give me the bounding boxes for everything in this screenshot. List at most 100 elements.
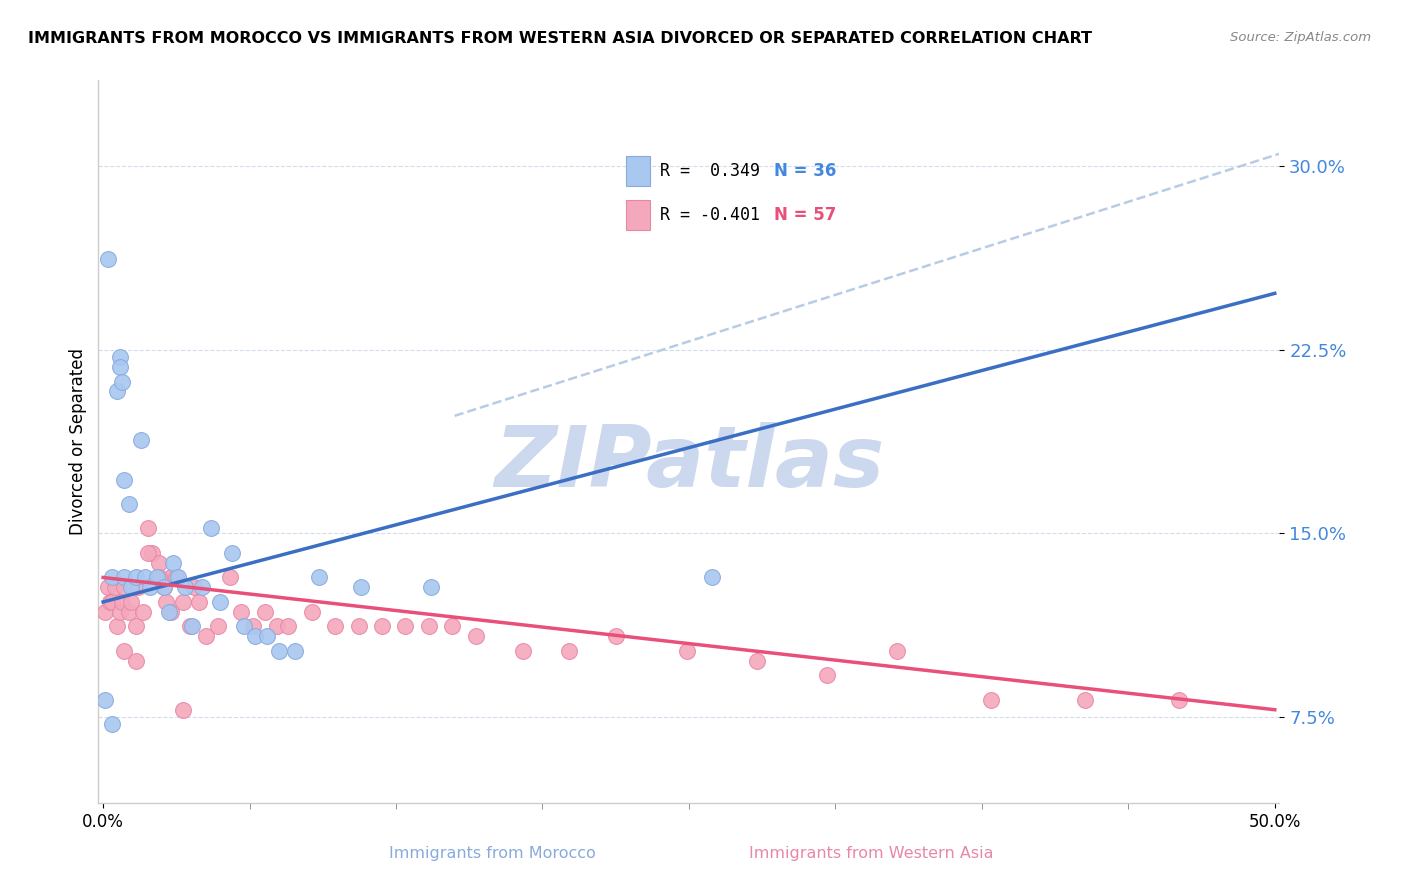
Point [129, 434, 152, 448]
Point [441, 619, 464, 633]
Point [132, 605, 155, 619]
Point [148, 556, 170, 570]
Point [118, 497, 141, 511]
Point [188, 595, 211, 609]
Point [125, 619, 148, 633]
Point [104, 580, 127, 594]
Point [108, 605, 131, 619]
Point [218, 570, 240, 584]
Point [195, 629, 218, 643]
Point [605, 629, 627, 643]
Point [209, 595, 232, 609]
Point [266, 619, 288, 633]
Text: IMMIGRANTS FROM MOROCCO VS IMMIGRANTS FROM WESTERN ASIA DIVORCED OR SEPARATED CO: IMMIGRANTS FROM MOROCCO VS IMMIGRANTS FR… [28, 31, 1092, 46]
Point [120, 595, 142, 609]
Point [675, 644, 697, 658]
Point [112, 644, 135, 658]
Text: N = 57: N = 57 [775, 206, 837, 224]
Point [464, 629, 486, 643]
Text: Source: ZipAtlas.com: Source: ZipAtlas.com [1230, 31, 1371, 45]
Point [301, 605, 323, 619]
Point [347, 619, 370, 633]
Point [172, 703, 194, 717]
Point [160, 605, 183, 619]
Point [886, 644, 908, 658]
Point [558, 644, 581, 658]
Point [136, 521, 159, 535]
Point [153, 580, 176, 594]
Point [420, 580, 443, 594]
Point [394, 619, 416, 633]
Point [745, 654, 768, 668]
Point [134, 570, 156, 584]
Point [160, 570, 183, 584]
Point [108, 350, 131, 364]
Point [183, 580, 205, 594]
Y-axis label: Divorced or Separated: Divorced or Separated [69, 348, 87, 535]
Point [101, 570, 124, 584]
Point [815, 668, 838, 682]
Point [162, 556, 184, 570]
Bar [626, 155, 651, 186]
Point [277, 619, 299, 633]
Point [155, 595, 177, 609]
Point [118, 605, 141, 619]
Point [232, 619, 254, 633]
Point [253, 605, 276, 619]
Text: Immigrants from Morocco: Immigrants from Morocco [388, 846, 596, 861]
Point [108, 359, 131, 374]
Point [702, 570, 724, 584]
Point [157, 605, 180, 619]
Point [371, 619, 394, 633]
Point [308, 570, 330, 584]
Point [112, 570, 135, 584]
Text: Immigrants from Western Asia: Immigrants from Western Asia [749, 846, 994, 861]
Point [97, 580, 120, 594]
Point [181, 619, 204, 633]
Point [418, 619, 440, 633]
Point [245, 629, 267, 643]
Point [267, 644, 290, 658]
Point [105, 384, 128, 399]
Point [146, 570, 169, 584]
Text: ZIPatlas: ZIPatlas [494, 422, 884, 505]
Point [112, 580, 135, 594]
Point [165, 570, 187, 584]
Point [105, 619, 128, 633]
Point [127, 580, 149, 594]
Point [174, 580, 197, 594]
Point [221, 546, 243, 560]
Point [231, 605, 253, 619]
Point [207, 619, 229, 633]
Point [284, 644, 307, 658]
Point [101, 595, 124, 609]
Point [190, 580, 212, 594]
Point [980, 693, 1002, 707]
Point [136, 546, 159, 560]
Text: R =  0.349: R = 0.349 [661, 161, 761, 179]
Point [1074, 693, 1097, 707]
Text: R = -0.401: R = -0.401 [661, 206, 761, 224]
Point [153, 580, 176, 594]
Point [112, 473, 135, 487]
Point [120, 580, 142, 594]
Point [242, 619, 264, 633]
Point [172, 595, 194, 609]
Point [94, 693, 117, 707]
Point [97, 252, 120, 266]
Point [167, 570, 190, 584]
Point [111, 595, 134, 609]
Point [1167, 693, 1189, 707]
Point [256, 629, 278, 643]
Point [350, 580, 373, 594]
Point [125, 570, 148, 584]
Bar [626, 200, 651, 230]
Point [148, 570, 170, 584]
Point [139, 580, 162, 594]
Point [179, 619, 201, 633]
Point [512, 644, 534, 658]
Point [111, 375, 134, 389]
Point [94, 605, 117, 619]
Point [101, 717, 124, 731]
Point [98, 595, 121, 609]
